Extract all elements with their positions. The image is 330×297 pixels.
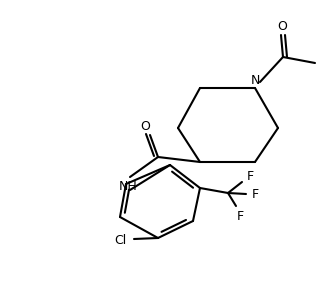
Text: N: N: [250, 75, 260, 88]
Text: O: O: [140, 121, 150, 133]
Text: F: F: [236, 211, 244, 224]
Text: NH: NH: [118, 179, 137, 192]
Text: F: F: [251, 187, 259, 200]
Text: F: F: [247, 170, 253, 184]
Text: O: O: [277, 20, 287, 34]
Text: Cl: Cl: [114, 233, 126, 247]
